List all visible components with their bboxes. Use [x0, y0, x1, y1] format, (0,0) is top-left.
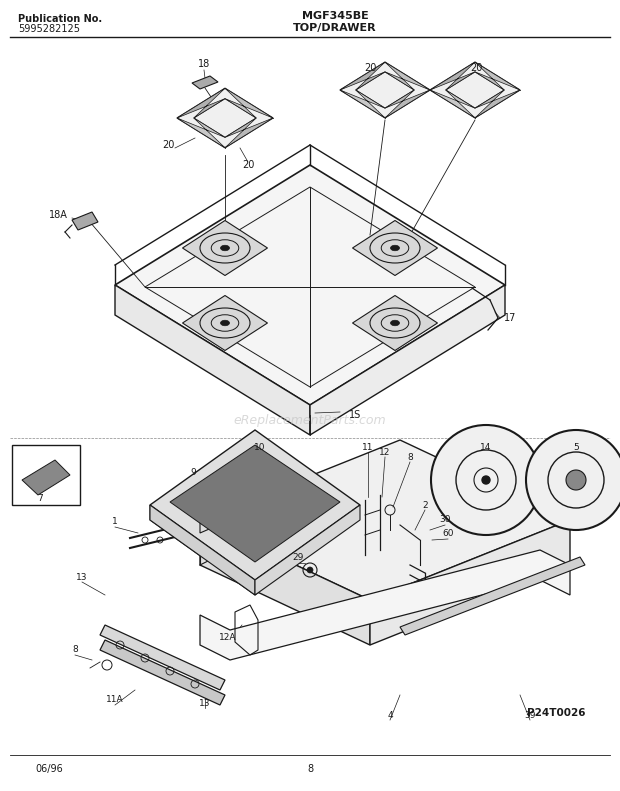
Text: 7: 7 — [37, 494, 43, 502]
Polygon shape — [200, 550, 570, 660]
Text: Publication No.: Publication No. — [18, 14, 102, 24]
Text: 10: 10 — [254, 442, 266, 452]
Text: 4: 4 — [387, 710, 393, 720]
Polygon shape — [400, 557, 585, 635]
Text: 1: 1 — [112, 517, 118, 527]
Text: 18: 18 — [198, 59, 210, 69]
Polygon shape — [430, 62, 520, 118]
Text: 14: 14 — [480, 442, 492, 452]
Polygon shape — [177, 89, 273, 148]
Polygon shape — [150, 430, 360, 580]
Text: 12A: 12A — [219, 634, 237, 642]
Polygon shape — [225, 89, 273, 118]
Text: 20: 20 — [470, 63, 482, 73]
Text: TOP/DRAWER: TOP/DRAWER — [293, 23, 377, 33]
Polygon shape — [150, 505, 255, 595]
Text: 13: 13 — [76, 573, 88, 581]
Text: P24T0026: P24T0026 — [527, 708, 585, 718]
Text: MGF345BE: MGF345BE — [301, 11, 368, 21]
Text: 60: 60 — [442, 529, 454, 539]
Bar — [12, 445, 80, 505]
Text: 12: 12 — [379, 448, 391, 456]
Text: 1S: 1S — [349, 410, 361, 420]
Text: 30: 30 — [439, 516, 451, 524]
Polygon shape — [100, 640, 225, 705]
Text: 29: 29 — [292, 554, 304, 562]
Ellipse shape — [221, 320, 229, 326]
Polygon shape — [182, 221, 267, 275]
Text: 11A: 11A — [106, 695, 124, 705]
Polygon shape — [22, 460, 70, 495]
Text: 20: 20 — [364, 63, 376, 73]
Polygon shape — [72, 212, 98, 230]
Polygon shape — [310, 285, 505, 435]
Text: 2: 2 — [422, 501, 428, 509]
Text: 5995282125: 5995282125 — [18, 24, 80, 34]
Text: 18A: 18A — [48, 210, 68, 220]
Circle shape — [566, 470, 586, 490]
Text: 39: 39 — [525, 710, 536, 720]
Circle shape — [307, 567, 313, 573]
Polygon shape — [200, 520, 370, 645]
Circle shape — [482, 476, 490, 484]
Circle shape — [526, 430, 620, 530]
Polygon shape — [255, 505, 360, 595]
Polygon shape — [115, 165, 505, 405]
Circle shape — [431, 425, 541, 535]
Polygon shape — [177, 118, 225, 148]
Polygon shape — [430, 62, 475, 90]
Text: 17: 17 — [504, 313, 516, 323]
Text: 9: 9 — [190, 467, 196, 476]
Polygon shape — [340, 62, 385, 90]
Polygon shape — [100, 625, 225, 690]
Text: 5: 5 — [573, 442, 579, 452]
Polygon shape — [385, 90, 430, 118]
Polygon shape — [115, 285, 310, 435]
Polygon shape — [475, 90, 520, 118]
Polygon shape — [150, 505, 360, 595]
Polygon shape — [353, 221, 438, 275]
Text: 13: 13 — [199, 698, 211, 707]
Text: 8: 8 — [407, 452, 413, 461]
Text: eReplacementParts.com: eReplacementParts.com — [234, 414, 386, 426]
Ellipse shape — [391, 245, 399, 251]
Ellipse shape — [391, 320, 399, 326]
Polygon shape — [475, 62, 520, 90]
Text: 8: 8 — [72, 645, 78, 654]
Polygon shape — [200, 440, 570, 600]
Text: 06/96: 06/96 — [35, 764, 63, 774]
Polygon shape — [385, 62, 430, 90]
Polygon shape — [225, 118, 273, 148]
Text: 8: 8 — [307, 764, 313, 774]
Text: 20: 20 — [242, 160, 254, 170]
Text: 20: 20 — [162, 140, 174, 150]
Polygon shape — [340, 90, 385, 118]
Polygon shape — [177, 89, 225, 118]
Polygon shape — [430, 90, 475, 118]
Text: 11: 11 — [362, 442, 374, 452]
Polygon shape — [353, 296, 438, 350]
Polygon shape — [370, 520, 570, 645]
Polygon shape — [192, 76, 218, 89]
Polygon shape — [182, 296, 267, 350]
Polygon shape — [170, 445, 340, 562]
Polygon shape — [340, 62, 430, 118]
Ellipse shape — [221, 245, 229, 251]
